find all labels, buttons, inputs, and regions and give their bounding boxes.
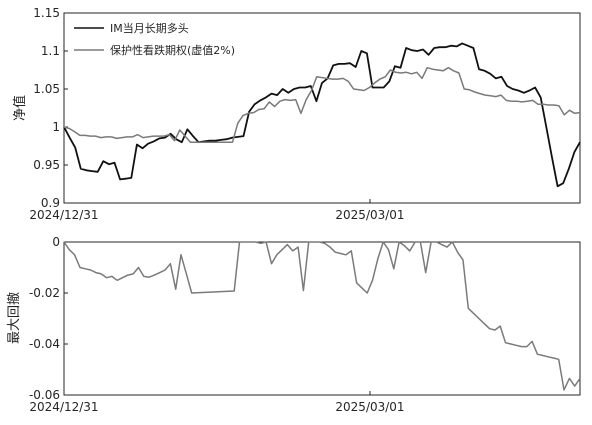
nav-y-tick-label: 1.1 [41, 44, 60, 58]
legend-label-im-long: IM当月长期多头 [110, 21, 189, 35]
drawdown-x-tick-label: 2024/12/31 [29, 400, 98, 414]
nav-plot-area [63, 12, 581, 204]
nav-y-ticks: 0.9 0.95 1 1.05 1.1 1.15 [33, 6, 68, 210]
legend-label-protective-put: 保护性看跌期权(虚值2%) [110, 43, 235, 57]
drawdown-y-ticks: -0.06 -0.04 -0.02 0 [29, 235, 68, 402]
drawdown-y-tick-label: -0.06 [29, 388, 60, 402]
drawdown-x-ticks: 2024/12/31 2025/03/01 [29, 391, 405, 414]
drawdown-y-tick-label: -0.02 [29, 286, 60, 300]
nav-y-tick-label: 1.05 [33, 82, 60, 96]
nav-y-axis-label: 净值 [12, 95, 28, 121]
nav-series-line-1 [63, 66, 581, 143]
drawdown-panel: 最大回撤 -0.06 -0.04 -0.02 0 2024/12/31 2025/03/… [6, 235, 581, 414]
nav-y-tick-label: 0.95 [33, 158, 60, 172]
nav-x-tick-label: 2024/12/31 [29, 208, 98, 222]
nav-y-tick-label: 1.15 [33, 6, 60, 20]
drawdown-series-line [63, 241, 581, 391]
nav-x-ticks: 2024/12/31 2025/03/01 [29, 199, 405, 222]
nav-panel: 净值 0.9 0.95 1 1.05 1.1 1.15 2024/12/31 2025/03… [12, 6, 581, 222]
drawdown-plot-area [63, 241, 581, 396]
drawdown-y-tick-label: -0.04 [29, 337, 60, 351]
nav-y-tick-label: 0.9 [41, 196, 60, 210]
drawdown-y-tick-label: 0 [52, 235, 60, 249]
nav-series-line-0 [63, 42, 581, 188]
nav-series-lines [63, 42, 581, 188]
nav-y-tick-label: 1 [52, 120, 60, 134]
nav-legend: IM当月长期多头 保护性看跌期权(虚值2%) [74, 21, 235, 57]
drawdown-series-line-0 [63, 241, 581, 391]
nav-x-tick-label: 2025/03/01 [335, 208, 404, 222]
drawdown-y-axis-label: 最大回撤 [6, 292, 22, 344]
drawdown-x-tick-label: 2025/03/01 [335, 400, 404, 414]
